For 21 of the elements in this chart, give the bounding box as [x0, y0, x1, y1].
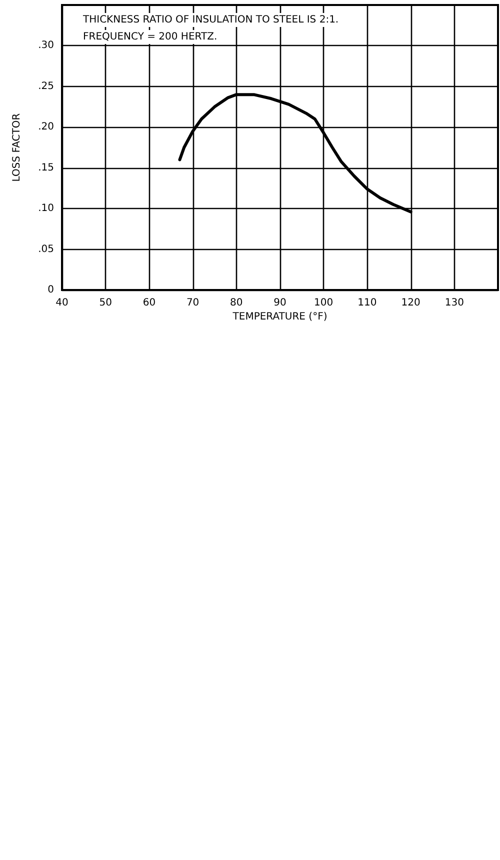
x-axis-title: TEMPERATURE (°F): [232, 312, 328, 322]
x-tick-label: 110: [358, 298, 377, 308]
x-tick-label: 80: [230, 298, 243, 308]
annotation: THICKNESS RATIO OF INSULATION TO STEEL IS 2:1.: [82, 14, 339, 26]
y-tick-label: .20: [38, 122, 54, 133]
y-tick-label: 0: [48, 284, 54, 296]
x-tick-label: 50: [99, 298, 112, 308]
y-tick-label: .15: [38, 162, 54, 174]
x-tick-label: 40: [56, 298, 68, 308]
y-tick-label: .25: [38, 80, 54, 92]
y-axis-title: LOSS FACTOR: [12, 113, 22, 182]
x-tick-label: 60: [142, 298, 156, 308]
x-tick-label: 100: [314, 298, 334, 308]
y-tick-label: .30: [38, 40, 54, 52]
x-tick-label: 130: [444, 298, 464, 308]
y-tick-label: .10: [38, 203, 54, 214]
y-tick-label: .05: [38, 244, 54, 255]
x-tick-label: 120: [401, 298, 420, 308]
x-tick-label: 90: [274, 298, 286, 308]
x-tick-label: 70: [186, 298, 200, 308]
annotation: FREQUENCY = 200 HERTZ.: [83, 32, 218, 42]
